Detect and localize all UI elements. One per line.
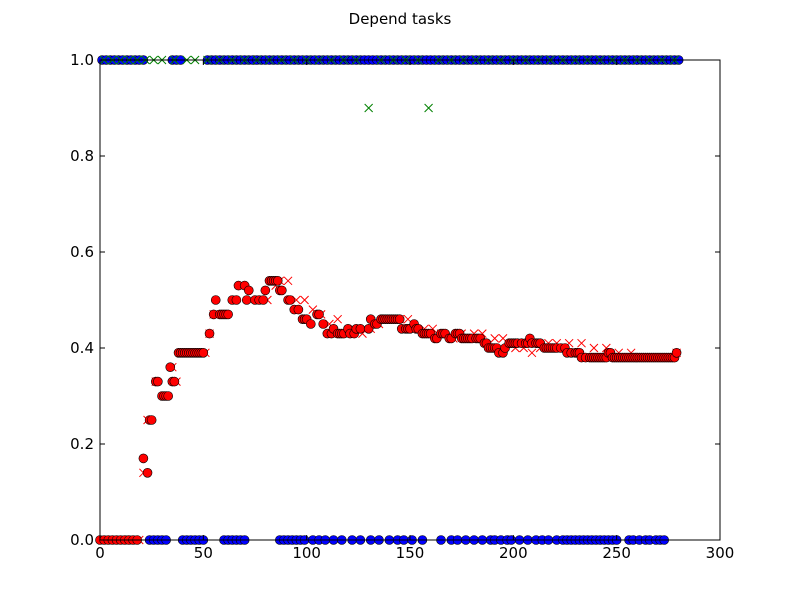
data-point	[163, 391, 173, 401]
series-3	[95, 275, 682, 545]
data-point	[394, 314, 405, 325]
data-point	[258, 295, 269, 305]
data-point	[204, 328, 215, 339]
y-tick-label: 0.2	[70, 435, 94, 453]
x-tick-label: 50	[194, 544, 213, 562]
x-tick-label: 0	[95, 544, 105, 562]
data-point	[305, 319, 316, 329]
y-tick-label: 0.6	[70, 243, 94, 261]
data-point	[169, 376, 180, 387]
y-tick-label: 0.4	[70, 339, 94, 357]
x-tick-label: 200	[499, 544, 528, 562]
data-point	[272, 275, 283, 286]
x-tick-label: 150	[396, 544, 425, 562]
data-point	[333, 314, 343, 324]
data-point	[300, 295, 309, 305]
data-point	[241, 295, 252, 305]
y-tick-label: 1.0	[70, 51, 94, 69]
data-point	[146, 415, 157, 425]
data-point	[277, 285, 287, 296]
x-tick-label: 250	[602, 544, 631, 562]
y-tick-label: 0.8	[70, 147, 94, 165]
data-point	[355, 323, 366, 334]
data-point	[314, 309, 324, 320]
data-point	[424, 103, 433, 113]
axes: 0 50 100 150 200 250 300 0.0 0.2 0.4 0.6 0.8 1.0	[70, 51, 734, 562]
data-point	[260, 285, 271, 296]
data-point	[589, 343, 599, 353]
data-point	[142, 467, 153, 478]
data-point	[244, 285, 254, 296]
data-point	[293, 304, 304, 315]
data-point	[153, 376, 163, 387]
data-point	[223, 309, 233, 320]
data-point	[671, 347, 682, 358]
data-point	[231, 295, 242, 305]
data-point	[364, 103, 374, 113]
y-tick-label: 0.0	[70, 531, 94, 549]
data-point	[577, 338, 586, 348]
data-point	[138, 453, 149, 464]
data-point	[527, 348, 537, 358]
chart-title: Depend tasks	[349, 10, 452, 28]
data-point	[165, 362, 176, 373]
x-tick-label: 300	[706, 544, 735, 562]
data-point	[318, 319, 329, 329]
x-tick-label: 100	[292, 544, 321, 562]
data-point	[198, 347, 209, 358]
data-point	[285, 295, 295, 305]
data-point	[283, 276, 293, 286]
data-point	[490, 334, 500, 343]
data-point	[210, 295, 221, 305]
